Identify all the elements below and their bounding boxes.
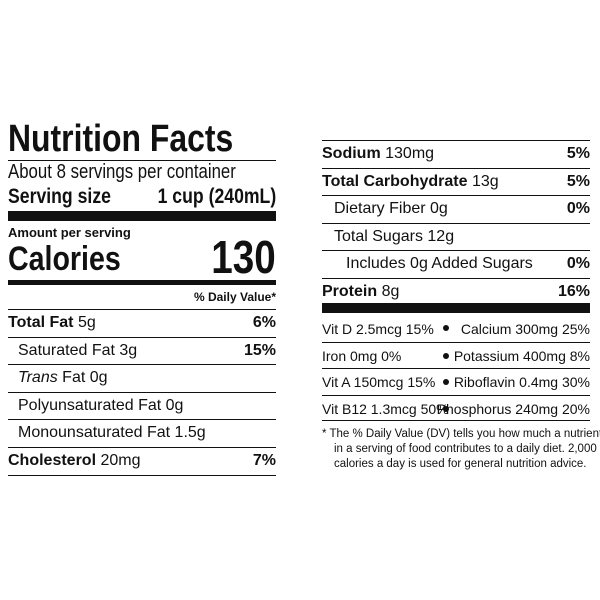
nutrient-row: Total Carbohydrate 13g 5% <box>322 167 590 195</box>
nutrient-label: Total Fat <box>8 314 74 331</box>
nutrient-name: Sodium 130mg <box>322 145 434 163</box>
title: Nutrition Facts <box>8 118 276 161</box>
nutrient-row: Includes 0g Added Sugars 0% <box>322 250 590 277</box>
nutrient-amount: 0g <box>89 369 108 386</box>
serving-size-label: Serving size <box>8 185 131 209</box>
vitamin-right: Phosphorus 240mg 20% <box>436 400 590 417</box>
nutrient-row: Dietary Fiber 0g 0% <box>322 195 590 222</box>
nutrient-label: Saturated Fat <box>18 341 115 359</box>
nutrient-row: Protein 8g 16% <box>322 277 590 305</box>
vitamin-left: Vit D 2.5mcg 15% <box>322 320 434 337</box>
nutrient-amount: 8g <box>381 282 400 300</box>
nutrient-name: Total Carbohydrate 13g <box>322 173 499 191</box>
rule <box>322 420 590 421</box>
nutrient-amount: 12g <box>427 227 455 245</box>
nutrient-label: Includes 0g Added Sugars <box>346 255 533 272</box>
daily-value: 7% <box>252 451 276 469</box>
nutrient-amount: 130mg <box>385 144 435 162</box>
thick-rule <box>322 303 590 313</box>
serving-size-label-text: Serving size <box>8 185 111 208</box>
dv-header: % Daily Value* <box>193 290 276 304</box>
vitamin-row: Vit D 2.5mcg 15% Calcium 300mg 25% <box>322 315 590 342</box>
nutrient-name: Total Sugars 12g <box>322 228 454 246</box>
nutrient-amount: 3g <box>119 341 138 359</box>
nutrient-name: Polyunsaturated Fat 0g <box>8 397 183 415</box>
nutrient-name: Monounsaturated Fat 1.5g <box>8 424 206 442</box>
nutrient-row: Monounsaturated Fat 1.5g <box>8 419 276 446</box>
vitamin-dot <box>443 352 449 359</box>
vitamin-row: Vit B12 1.3mcg 50% Phosphorus 240mg 20% <box>322 394 590 422</box>
vitamin-right: Calcium 300mg 25% <box>460 320 590 337</box>
vitamin-left: Vit A 150mcg 15% <box>322 374 436 390</box>
rule <box>8 160 276 161</box>
nutrient-label: Cholesterol <box>8 451 97 469</box>
vitamin-right: Potassium 400mg 8% <box>453 347 590 364</box>
serving-size-value-text: 1 cup (240mL) <box>157 185 276 208</box>
thick-rule <box>8 211 276 221</box>
medium-rule <box>8 280 276 285</box>
daily-value: 0% <box>566 255 590 272</box>
nutrient-label: Sodium <box>322 144 381 162</box>
servings: About 8 servings per container <box>8 161 279 184</box>
nutrient-label: Monounsaturated Fat <box>18 424 171 441</box>
nutrient-name: Saturated Fat 3g <box>8 342 137 360</box>
daily-value: 16% <box>557 282 590 300</box>
nutrient-amount: 5g <box>77 314 96 331</box>
vitamin-left: Vit B12 1.3mcg 50% <box>322 400 449 417</box>
nutrient-name: Total Fat 5g <box>8 314 96 332</box>
rule <box>322 140 590 141</box>
daily-value: 5% <box>566 172 590 190</box>
calories-label: Calories <box>8 240 142 279</box>
footnote-line: in a serving of food contributes to a da… <box>334 443 597 455</box>
nutrient-row: Total Sugars 12g <box>322 222 590 250</box>
vitamin-left: Iron 0mg 0% <box>322 347 402 364</box>
nutrient-row: Polyunsaturated Fat 0g <box>8 391 276 419</box>
vitamin-right: Riboflavin 0.4mg 30% <box>453 374 590 390</box>
nutrient-row: Cholesterol 20mg 7% <box>8 446 276 474</box>
daily-value: 6% <box>252 314 276 331</box>
nutrient-prefix: Trans <box>18 369 58 386</box>
footnote-line: calories a day is used for general nutri… <box>334 458 587 470</box>
nutrient-row: Trans Fat 0g <box>8 364 276 391</box>
nutrient-amount: 1.5g <box>174 424 206 441</box>
vitamin-row: Vit A 150mcg 15% Riboflavin 0.4mg 30% <box>322 368 590 395</box>
nutrient-amount: 13g <box>471 172 499 190</box>
nutrient-label: Fat <box>62 369 86 386</box>
calories-label-text: Calories <box>8 240 121 278</box>
nutrient-label: Protein <box>322 282 378 300</box>
nutrient-name: Dietary Fiber 0g <box>322 200 448 218</box>
daily-value: 5% <box>566 144 590 162</box>
nutrient-amount: 0g <box>165 396 184 414</box>
footnote-line: * The % Daily Value (DV) tells you how m… <box>322 428 600 440</box>
vitamin-dot <box>443 379 449 385</box>
nutrient-amount: 0g <box>430 200 448 217</box>
serving-size-value: 1 cup (240mL) <box>135 185 276 209</box>
rule <box>8 475 276 476</box>
nutrient-row: Total Fat 5g 6% <box>8 309 276 336</box>
vitamin-dot <box>443 325 449 331</box>
daily-value: 15% <box>243 341 276 359</box>
calories-value-text: 130 <box>211 231 276 283</box>
calories-value: 130 <box>199 230 276 284</box>
nutrient-name: Trans Fat 0g <box>8 369 108 387</box>
nutrient-row: Saturated Fat 3g 15% <box>8 336 276 364</box>
nutrient-name: Cholesterol 20mg <box>8 452 141 470</box>
nutrient-label: Total Carbohydrate <box>322 172 468 190</box>
amount-per-serving: Amount per serving <box>8 225 131 240</box>
daily-value: 0% <box>566 200 590 217</box>
nutrient-label: Polyunsaturated Fat <box>18 396 162 414</box>
nutrient-label: Total Sugars <box>334 227 423 245</box>
nutrient-name: Includes 0g Added Sugars <box>322 255 533 273</box>
title-text: Nutrition Facts <box>8 118 234 160</box>
servings-text: About 8 servings per container <box>8 161 236 183</box>
vitamin-dot <box>443 405 449 412</box>
nutrient-label: Dietary Fiber <box>334 200 426 217</box>
nutrient-name: Protein 8g <box>322 283 399 301</box>
nutrient-amount: 20mg <box>100 451 141 469</box>
vitamin-row: Iron 0mg 0% Potassium 400mg 8% <box>322 341 590 369</box>
nutrient-row: Sodium 130mg 5% <box>322 140 590 167</box>
